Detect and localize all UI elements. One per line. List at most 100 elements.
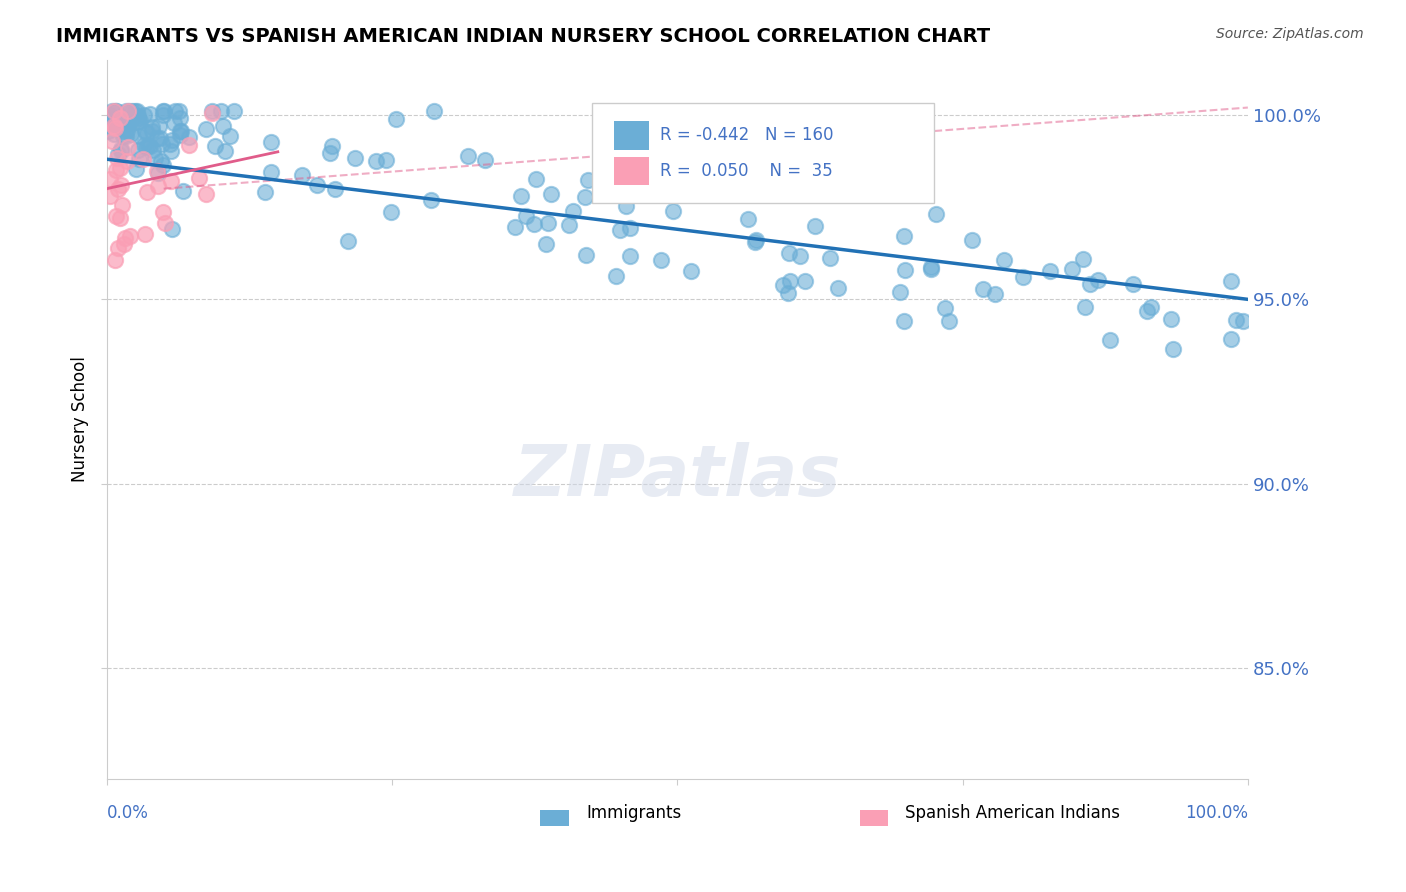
Point [1232,313,1254,327]
Point [515,210,537,224]
Point [972,281,994,295]
Point [204,138,226,153]
Point [103,119,125,133]
Point [104,209,127,223]
Point [132,108,155,122]
Point [135,186,157,200]
Point [209,104,232,119]
Point [112,237,135,252]
Point [177,130,200,145]
Point [920,261,942,276]
Point [619,221,641,235]
Point [291,168,314,182]
Point [423,104,446,119]
Point [254,186,277,200]
Point [128,113,150,128]
Point [138,139,160,153]
Point [132,152,155,166]
Point [97,123,120,137]
Point [149,153,172,168]
Point [457,149,479,163]
Point [107,112,129,127]
Point [152,136,174,151]
Point [127,111,149,125]
Point [152,108,174,122]
Point [114,231,136,245]
Point [1163,342,1185,356]
Point [737,211,759,226]
Point [142,143,165,157]
Point [107,147,129,161]
Point [135,140,157,154]
Text: 0.0%: 0.0% [107,805,149,822]
Point [163,116,186,130]
Point [177,137,200,152]
Point [104,253,127,268]
Point [124,104,146,119]
Point [614,199,637,213]
Point [105,104,128,119]
Text: ZIPatlas: ZIPatlas [513,442,841,511]
Point [562,204,585,219]
Point [219,129,242,144]
Point [128,129,150,144]
Text: R =  0.050    N =  35: R = 0.050 N = 35 [659,162,832,180]
Point [159,145,181,159]
Point [152,104,174,119]
Point [503,219,526,234]
Point [321,139,343,153]
Point [146,164,169,178]
Point [650,252,672,267]
Point [108,111,131,125]
FancyBboxPatch shape [540,810,569,826]
Point [159,136,181,151]
Point [744,235,766,250]
Point [103,127,125,141]
Point [134,124,156,138]
Point [148,179,170,194]
Point [337,234,360,248]
Point [609,223,631,237]
Point [576,172,599,186]
Point [134,138,156,153]
Point [127,104,149,119]
Point [1160,311,1182,326]
Point [120,127,142,141]
Point [160,222,183,236]
Point [152,204,174,219]
Point [98,172,121,186]
Point [201,106,224,120]
Point [827,281,849,295]
Point [605,269,627,284]
Point [214,145,236,159]
Point [1220,332,1243,346]
Point [818,251,841,265]
Point [153,104,176,119]
Point [1062,262,1084,277]
Point [993,252,1015,267]
Point [938,314,960,328]
Point [920,260,942,274]
Point [893,228,915,243]
Point [117,122,139,136]
Point [778,286,800,301]
Point [117,117,139,131]
Point [127,109,149,123]
Point [136,126,159,140]
Point [114,129,136,144]
Point [260,136,283,150]
Point [557,218,579,232]
Point [789,249,811,263]
Point [124,162,146,177]
Point [110,161,132,175]
Point [779,274,801,288]
Point [128,152,150,166]
Point [101,134,124,148]
Point [745,233,768,247]
Point [364,153,387,168]
Point [1012,270,1035,285]
Point [105,151,128,165]
Point [101,114,124,128]
Point [152,158,174,172]
Point [474,153,496,168]
